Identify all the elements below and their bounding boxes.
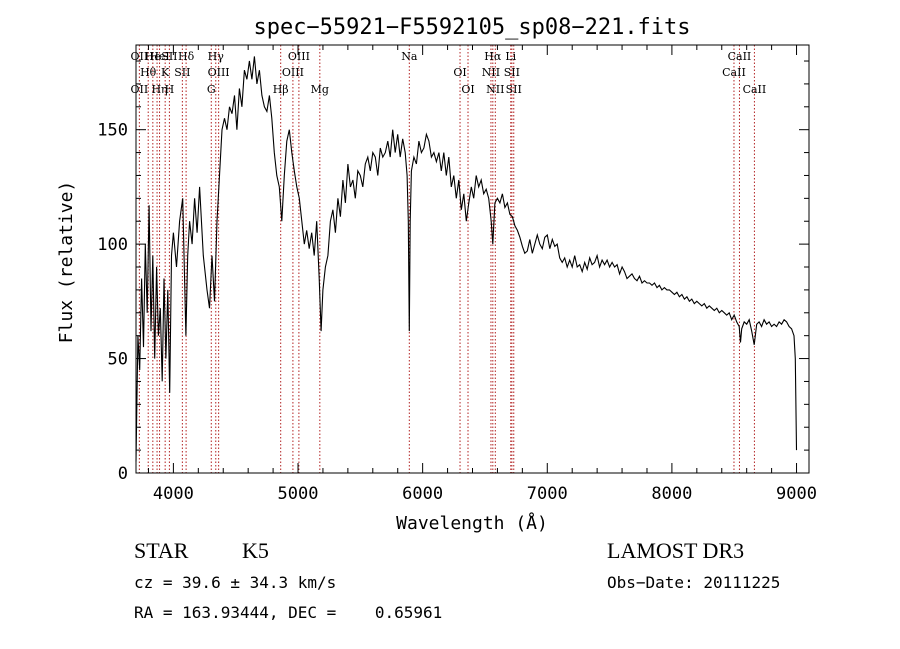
line-marker-label: OI xyxy=(453,66,466,79)
line-marker-label: K xyxy=(161,66,170,79)
axis-tick-labels: 4000 5000 6000 7000 8000 9000 0 50 100 150 xyxy=(97,121,817,504)
line-marker-label: OIII xyxy=(288,50,310,63)
y-tick-label: 50 xyxy=(108,350,128,370)
radec-readout: RA = 163.93444, DEC = 0.65961 xyxy=(134,603,443,622)
y-axis-label: Flux (relative) xyxy=(56,181,77,344)
line-marker-label: CaII xyxy=(743,83,767,96)
survey-label: LAMOST DR3 xyxy=(607,538,745,563)
object-subclass: K5 xyxy=(242,538,269,563)
line-marker-label: SII xyxy=(174,66,190,79)
line-marker-label: OI xyxy=(461,83,474,96)
spectrum-series-line xyxy=(135,56,798,462)
line-marker-label: CaII xyxy=(728,50,752,63)
line-marker-label: G xyxy=(207,83,216,96)
line-marker-label: HeI xyxy=(149,50,169,63)
line-marker-label: OII xyxy=(131,50,149,63)
line-marker-label: Hδ xyxy=(178,50,195,63)
line-marker-label: Mg xyxy=(311,83,329,96)
x-tick-label: 6000 xyxy=(402,484,443,504)
plot-frame xyxy=(135,44,810,474)
line-marker-label: OII xyxy=(131,83,149,96)
line-marker-label: SII xyxy=(161,50,177,63)
line-marker-label: Hγ xyxy=(208,50,225,63)
line-marker-label: Na xyxy=(401,50,418,63)
line-marker-label: NII xyxy=(482,66,500,79)
x-tick-label: 7000 xyxy=(527,484,568,504)
redshift-readout: cz = 39.6 ± 34.3 km/s xyxy=(134,573,337,592)
y-tick-label: 0 xyxy=(118,464,128,484)
line-marker-label: SII xyxy=(504,66,520,79)
line-marker-label: H xyxy=(165,83,175,96)
line-marker-label: CaII xyxy=(722,66,746,79)
line-marker-label: Hβ xyxy=(273,83,289,96)
line-marker-label: OIII xyxy=(208,66,230,79)
line-marker-label: Hη xyxy=(151,83,167,96)
x-tick-label: 5000 xyxy=(278,484,319,504)
line-marker-label: NII xyxy=(486,83,504,96)
x-tick-label: 9000 xyxy=(776,484,817,504)
spectral-line-labels: OIIOIIHθHeHeIHηKSIIHSIIHδGHγOIIIHβOIIIOI… xyxy=(131,50,767,96)
obs-date: Obs−Date: 20111225 xyxy=(607,573,781,592)
x-tick-label: 8000 xyxy=(651,484,692,504)
y-tick-label: 100 xyxy=(97,235,128,255)
line-marker-label: Hθ xyxy=(140,66,157,79)
x-axis-label: Wavelength (Å) xyxy=(396,512,548,534)
y-tick-label: 150 xyxy=(97,121,128,141)
chart-title: spec−55921−F5592105_sp08−221.fits xyxy=(253,15,690,40)
object-class: STAR xyxy=(134,538,189,563)
spectral-line-markers xyxy=(138,45,755,473)
axis-ticks xyxy=(136,45,809,474)
line-marker-label: Hα xyxy=(484,50,502,63)
x-tick-label: 4000 xyxy=(153,484,194,504)
line-marker-label: Li xyxy=(505,50,516,63)
line-marker-label: OIII xyxy=(282,66,304,79)
line-marker-label: He xyxy=(145,50,161,63)
line-marker-label: SII xyxy=(506,83,522,96)
